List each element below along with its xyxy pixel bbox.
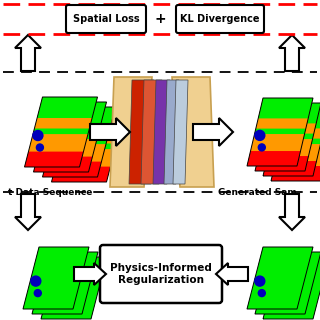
- Polygon shape: [37, 97, 98, 118]
- Polygon shape: [278, 144, 320, 149]
- Polygon shape: [274, 257, 320, 276]
- Polygon shape: [43, 107, 116, 177]
- Polygon shape: [25, 152, 84, 167]
- Polygon shape: [271, 113, 320, 181]
- Polygon shape: [193, 118, 233, 146]
- Polygon shape: [34, 156, 92, 172]
- Circle shape: [33, 131, 43, 140]
- FancyBboxPatch shape: [66, 5, 146, 33]
- Polygon shape: [41, 257, 107, 319]
- Polygon shape: [129, 80, 154, 184]
- Polygon shape: [255, 103, 320, 171]
- Polygon shape: [274, 108, 320, 128]
- Polygon shape: [263, 108, 320, 176]
- Polygon shape: [15, 194, 41, 230]
- Polygon shape: [262, 280, 314, 285]
- Polygon shape: [30, 275, 82, 280]
- Polygon shape: [271, 166, 320, 181]
- Polygon shape: [25, 97, 98, 167]
- Circle shape: [258, 290, 265, 297]
- Polygon shape: [40, 280, 91, 285]
- Polygon shape: [32, 300, 85, 314]
- Text: Generated Sam: Generated Sam: [218, 188, 297, 197]
- Polygon shape: [258, 247, 313, 266]
- Text: +: +: [154, 12, 166, 26]
- Polygon shape: [263, 257, 320, 319]
- Polygon shape: [55, 107, 116, 128]
- Polygon shape: [255, 300, 308, 314]
- Polygon shape: [216, 263, 248, 285]
- Text: t Data Sequence: t Data Sequence: [8, 188, 92, 197]
- Polygon shape: [34, 102, 107, 172]
- Polygon shape: [52, 112, 124, 182]
- FancyBboxPatch shape: [100, 245, 222, 303]
- Polygon shape: [33, 129, 89, 134]
- Polygon shape: [255, 252, 320, 314]
- Polygon shape: [110, 77, 152, 187]
- Circle shape: [255, 131, 265, 140]
- Polygon shape: [23, 247, 89, 309]
- Polygon shape: [270, 285, 320, 290]
- Polygon shape: [247, 247, 313, 309]
- Polygon shape: [262, 134, 314, 139]
- Polygon shape: [32, 252, 98, 314]
- Polygon shape: [254, 129, 306, 134]
- Circle shape: [34, 290, 41, 297]
- Polygon shape: [141, 80, 162, 184]
- Polygon shape: [52, 257, 107, 276]
- Polygon shape: [60, 143, 116, 149]
- Circle shape: [31, 276, 41, 286]
- Polygon shape: [15, 35, 41, 71]
- Polygon shape: [42, 133, 99, 139]
- Polygon shape: [258, 98, 313, 118]
- Polygon shape: [164, 80, 179, 184]
- Polygon shape: [51, 139, 108, 144]
- Polygon shape: [74, 263, 106, 285]
- Polygon shape: [266, 103, 320, 124]
- Polygon shape: [153, 80, 170, 184]
- Polygon shape: [41, 305, 94, 319]
- Polygon shape: [172, 77, 214, 187]
- Polygon shape: [43, 252, 98, 271]
- Polygon shape: [247, 295, 300, 309]
- Polygon shape: [34, 247, 89, 266]
- Text: KL Divergence: KL Divergence: [180, 14, 260, 24]
- Polygon shape: [43, 162, 101, 177]
- Polygon shape: [279, 194, 305, 230]
- Polygon shape: [23, 295, 76, 309]
- Polygon shape: [46, 102, 107, 123]
- Text: Spatial Loss: Spatial Loss: [73, 14, 139, 24]
- FancyBboxPatch shape: [176, 5, 264, 33]
- Polygon shape: [270, 139, 320, 144]
- Polygon shape: [173, 80, 188, 184]
- Circle shape: [258, 144, 265, 151]
- Polygon shape: [64, 112, 124, 133]
- Polygon shape: [263, 161, 316, 176]
- Circle shape: [255, 276, 265, 286]
- Polygon shape: [247, 151, 300, 166]
- Polygon shape: [266, 252, 320, 271]
- Polygon shape: [263, 305, 316, 319]
- Circle shape: [36, 144, 44, 151]
- Polygon shape: [279, 35, 305, 71]
- Polygon shape: [247, 98, 313, 166]
- Text: Physics-Informed
Regularization: Physics-Informed Regularization: [110, 263, 212, 285]
- Polygon shape: [254, 275, 306, 280]
- Polygon shape: [49, 285, 100, 290]
- Polygon shape: [282, 113, 320, 133]
- Polygon shape: [255, 156, 308, 171]
- Polygon shape: [90, 118, 130, 146]
- Polygon shape: [52, 167, 110, 182]
